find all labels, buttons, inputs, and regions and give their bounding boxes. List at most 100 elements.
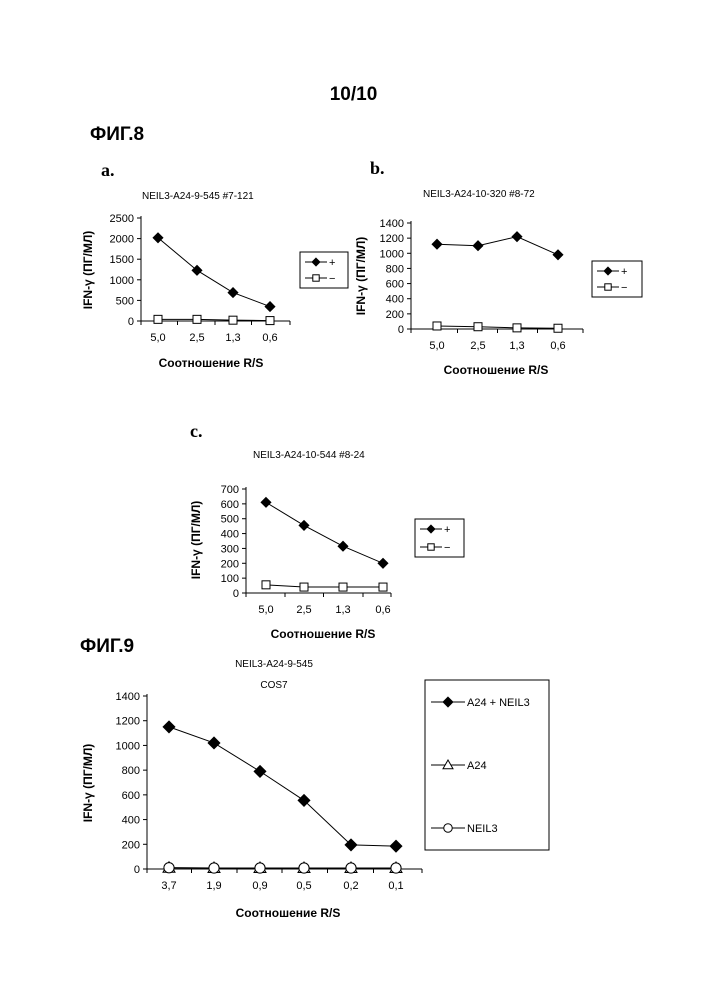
x-tick-label: 5,0 — [150, 332, 165, 344]
data-point — [512, 232, 522, 242]
data-point — [378, 558, 388, 568]
x-tick-label: 0,6 — [262, 332, 277, 344]
data-point — [228, 288, 238, 298]
y-tick-label: 1000 — [110, 275, 134, 287]
y-tick-label: 0 — [233, 588, 239, 600]
legend-box — [415, 519, 464, 557]
y-tick-label: 1000 — [116, 740, 140, 752]
chart-title: NEIL3-A24-10-544 #8-24 — [253, 450, 365, 461]
x-tick-label: 0,5 — [296, 880, 311, 892]
chart-title: NEIL3-A24-9-545 #7-121 — [142, 191, 254, 202]
data-point — [474, 323, 482, 331]
y-tick-label: 300 — [221, 543, 239, 555]
legend-box — [592, 261, 642, 297]
data-point — [379, 583, 387, 591]
data-point — [433, 322, 441, 330]
y-tick-label: 600 — [122, 790, 140, 802]
legend: +− — [415, 519, 464, 557]
chart-title: NEIL3-A24-9-545 — [235, 659, 313, 670]
x-tick-label: 0,1 — [388, 880, 403, 892]
data-point — [265, 302, 275, 312]
y-axis-label: IFN-γ (ПГ/МЛ) — [81, 744, 95, 823]
chart-subtitle: COS7 — [260, 680, 288, 691]
x-axis-label: Соотношение R/S — [236, 906, 341, 920]
data-point — [299, 863, 309, 873]
x-axis-label: Соотношение R/S — [271, 627, 376, 641]
data-point — [346, 863, 356, 873]
legend-marker — [428, 544, 434, 550]
chart-fig8c: c.NEIL3-A24-10-544 #8-240100200300400500… — [189, 421, 464, 641]
x-tick-label: 0,2 — [343, 880, 358, 892]
data-point — [299, 520, 309, 530]
panel-letter: a. — [101, 160, 115, 180]
data-point — [473, 241, 483, 251]
x-tick-label: 5,0 — [429, 340, 444, 352]
x-tick-label: 1,3 — [225, 332, 240, 344]
series-line-0 — [158, 238, 270, 307]
x-axis-label: Соотношение R/S — [444, 363, 549, 377]
y-tick-label: 1200 — [380, 233, 404, 245]
y-tick-label: 200 — [122, 839, 140, 851]
chart-fig8b: b.NEIL3-A24-10-320 #8-720200400600800100… — [354, 158, 642, 377]
legend-label: A24 — [467, 760, 487, 772]
y-tick-label: 0 — [128, 316, 134, 328]
chart-fig9: NEIL3-A24-9-545 COS7 0 200 400 600 800 1000 1200… — [81, 659, 549, 920]
x-tick-label: 2,5 — [296, 604, 311, 616]
legend-marker — [313, 275, 319, 281]
legend: +− — [300, 252, 348, 288]
chart-fig8a: a. NEIL3-A24-9-545 #7-121 0 500 1000 1500 2000… — [81, 160, 348, 370]
data-point — [266, 317, 274, 325]
x-axis-label: Соотношение R/S — [159, 356, 264, 370]
data-point — [164, 863, 174, 873]
x-tick-label: 5,0 — [258, 604, 273, 616]
x-tick-label: 1,3 — [335, 604, 350, 616]
data-point — [154, 315, 162, 323]
y-tick-label: 600 — [221, 499, 239, 511]
y-tick-label: 1500 — [110, 254, 134, 266]
y-tick-label: 100 — [221, 573, 239, 585]
data-point — [338, 541, 348, 551]
data-point — [193, 315, 201, 323]
legend: A24 + NEIL3A24NEIL3 — [425, 680, 549, 850]
x-tick-label: 2,5 — [189, 332, 204, 344]
y-tick-label: 400 — [386, 294, 404, 306]
x-tick-label: 0,6 — [550, 340, 565, 352]
data-point — [339, 583, 347, 591]
y-tick-label: 1400 — [116, 691, 140, 703]
legend-marker — [444, 824, 453, 833]
y-tick-label: 200 — [221, 558, 239, 570]
data-point — [163, 721, 175, 733]
y-tick-label: 200 — [386, 309, 404, 321]
data-point — [261, 497, 271, 507]
data-point — [254, 765, 266, 777]
y-tick-label: 400 — [122, 815, 140, 827]
x-tick-label: 1,3 — [509, 340, 524, 352]
y-tick-label: 0 — [398, 324, 404, 336]
x-tick-label: 0,9 — [252, 880, 267, 892]
y-tick-label: 800 — [122, 765, 140, 777]
series-line-1 — [266, 585, 383, 587]
x-tick-label: 3,7 — [161, 880, 176, 892]
y-tick-label: 600 — [386, 279, 404, 291]
series-line-0 — [266, 502, 383, 563]
data-point — [209, 863, 219, 873]
legend-label: + — [444, 524, 450, 536]
data-point — [208, 737, 220, 749]
data-point — [553, 250, 563, 260]
y-tick-label: 1200 — [116, 716, 140, 728]
y-tick-label: 0 — [134, 864, 140, 876]
series-line-1 — [437, 326, 558, 328]
data-point — [432, 239, 442, 249]
y-tick-label: 500 — [221, 514, 239, 526]
y-tick-label: 2000 — [110, 234, 134, 246]
legend-label: − — [329, 273, 335, 285]
y-axis-label: IFN-γ (ПГ/МЛ) — [189, 501, 203, 580]
y-tick-label: 500 — [116, 295, 134, 307]
y-tick-label: 700 — [221, 484, 239, 496]
y-tick-label: 400 — [221, 529, 239, 541]
legend-label: + — [621, 266, 627, 278]
y-tick-label: 2500 — [110, 213, 134, 225]
legend-label: A24 + NEIL3 — [467, 697, 530, 709]
data-point — [255, 863, 265, 873]
